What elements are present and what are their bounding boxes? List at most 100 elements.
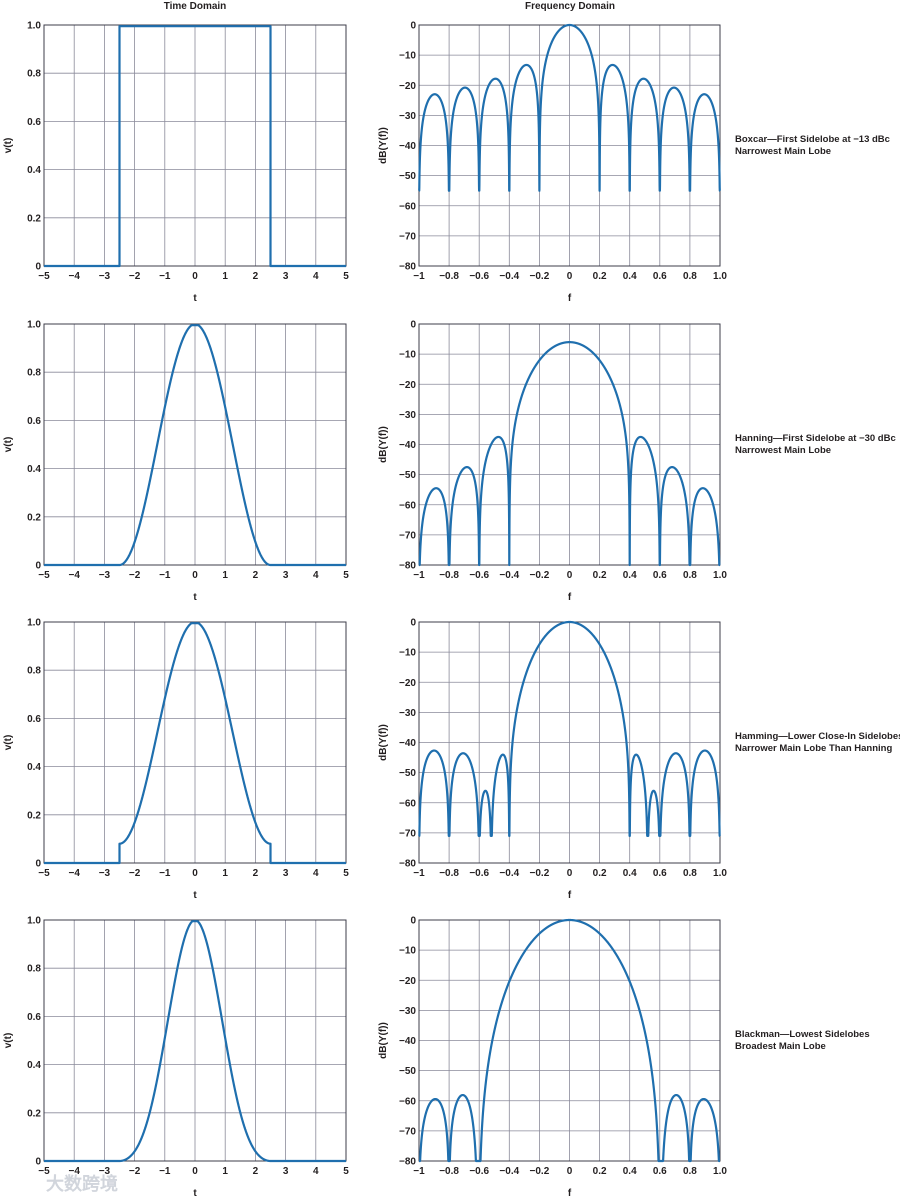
y-tick-label: 0.2 — [27, 1108, 41, 1119]
plot-frame — [43, 323, 347, 566]
x-tick-label: −4 — [68, 1166, 80, 1177]
x-tick-label: −1 — [413, 570, 425, 581]
x-tick-label: 0.4 — [623, 868, 637, 879]
x-tick-label: 1.0 — [713, 271, 727, 282]
frequency-plot-3: −1 −0.8 −0.6 −0.4 −0.2 0 0.2 0.4 0.6 0.8 1.0 0 −10 −2… — [378, 618, 900, 902]
watermark-text: 大数跨境 — [46, 1173, 118, 1194]
time-domain-header: Time Domain — [164, 1, 227, 12]
y-tick-label: −30 — [399, 708, 416, 719]
y-tick-label: −10 — [399, 350, 416, 361]
plot-frame — [43, 24, 347, 267]
x-tick-label: −0.8 — [439, 868, 459, 879]
x-tick-label: 5 — [343, 1166, 349, 1177]
x-tick-label: −0.8 — [439, 570, 459, 581]
y-tick-label: −60 — [399, 201, 416, 212]
x-tick-label: 0 — [192, 1166, 198, 1177]
panel-caption-line: Narrower Main Lobe Than Hanning — [735, 743, 892, 754]
y-tick-label: −50 — [399, 171, 416, 182]
x-tick-label: −2 — [129, 1166, 141, 1177]
x-tick-label: 0.4 — [623, 570, 637, 581]
x-tick-label: 0.8 — [683, 570, 697, 581]
y-tick-label: −60 — [399, 1096, 416, 1107]
x-tick-label: −3 — [99, 1166, 111, 1177]
y-tick-label: 0 — [35, 262, 41, 273]
y-tick-label: −40 — [399, 440, 416, 451]
x-tick-label: 4 — [313, 271, 319, 282]
x-tick-label: −4 — [68, 868, 80, 879]
time-plot-4: −5 −4 −3 −2 −1 0 1 2 3 4 5 0 0.2 0.4 0.6 0.8 1.0 t v(t) — [3, 916, 349, 1198]
panel-caption-line: Broadest Main Lobe — [735, 1041, 826, 1052]
x-axis-label: t — [193, 592, 197, 603]
x-tick-label: −0.6 — [469, 570, 489, 581]
time-plot-1: −5 −4 −3 −2 −1 0 1 2 3 4 5 0 0.2 0.4 0.6 0.8 1.0 t v(t) — [3, 21, 349, 305]
x-tick-label: −0.6 — [469, 868, 489, 879]
x-tick-label: −1 — [413, 1166, 425, 1177]
x-tick-label: 5 — [343, 868, 349, 879]
time-plot-3: −5 −4 −3 −2 −1 0 1 2 3 4 5 0 0.2 0.4 0.6 0.8 1.0 t v(t) — [3, 618, 349, 902]
x-tick-label: 0.2 — [593, 1166, 607, 1177]
y-tick-label: −50 — [399, 1066, 416, 1077]
y-tick-label: 0.4 — [27, 464, 41, 475]
x-tick-label: 0 — [567, 271, 573, 282]
y-tick-label: −10 — [399, 648, 416, 659]
x-tick-label: −0.2 — [530, 570, 550, 581]
x-tick-label: 0.6 — [653, 868, 667, 879]
y-tick-label: −80 — [399, 561, 416, 572]
frequency-domain-header: Frequency Domain — [525, 1, 615, 12]
x-axis-label: t — [193, 890, 197, 901]
y-tick-label: −80 — [399, 262, 416, 273]
x-axis-label: t — [193, 1188, 197, 1198]
x-tick-label: −2 — [129, 271, 141, 282]
x-tick-label: 3 — [283, 271, 289, 282]
x-axis-label: t — [193, 293, 197, 304]
y-tick-label: −40 — [399, 141, 416, 152]
x-tick-label: 0.8 — [683, 1166, 697, 1177]
y-tick-label: 1.0 — [27, 320, 41, 331]
y-tick-label: 0 — [35, 1157, 41, 1168]
y-tick-label: 0.2 — [27, 810, 41, 821]
x-tick-label: 0.6 — [653, 570, 667, 581]
x-tick-label: 0 — [192, 271, 198, 282]
x-axis-label: f — [568, 293, 572, 304]
y-axis-label: v(t) — [3, 138, 14, 154]
plot-frame — [43, 621, 347, 864]
x-tick-label: 2 — [253, 271, 259, 282]
x-tick-label: 0.4 — [623, 271, 637, 282]
y-tick-label: 0 — [410, 618, 416, 629]
x-axis-label: f — [568, 1188, 572, 1198]
y-tick-label: 0 — [410, 320, 416, 331]
y-tick-label: 0.6 — [27, 416, 41, 427]
x-tick-label: 0.8 — [683, 271, 697, 282]
y-axis-label: dB(Y(f)) — [378, 127, 389, 164]
x-tick-label: −5 — [38, 1166, 50, 1177]
y-tick-label: −70 — [399, 828, 416, 839]
y-tick-label: 0.8 — [27, 666, 41, 677]
x-tick-label: 0 — [567, 868, 573, 879]
x-tick-label: −0.6 — [469, 1166, 489, 1177]
spectrum-curve-hanning — [418, 341, 721, 567]
y-tick-label: −80 — [399, 1157, 416, 1168]
x-tick-label: 0.8 — [683, 868, 697, 879]
y-tick-label: −60 — [399, 798, 416, 809]
frequency-plot-2: −1 −0.8 −0.6 −0.4 −0.2 0 0.2 0.4 0.6 0.8 1.0 0 −10 −2… — [378, 320, 896, 604]
y-tick-label: 1.0 — [27, 916, 41, 927]
y-tick-label: −30 — [399, 1006, 416, 1017]
y-tick-label: 1.0 — [27, 618, 41, 629]
x-tick-label: −1 — [159, 271, 171, 282]
y-tick-label: 0.2 — [27, 512, 41, 523]
x-tick-label: −0.2 — [530, 1166, 550, 1177]
x-tick-label: −1 — [159, 1166, 171, 1177]
y-axis-label: v(t) — [3, 735, 14, 751]
y-tick-label: −30 — [399, 111, 416, 122]
x-tick-label: 0 — [567, 570, 573, 581]
y-tick-label: −80 — [399, 859, 416, 870]
y-tick-label: 0.6 — [27, 714, 41, 725]
x-tick-label: 5 — [343, 271, 349, 282]
y-axis-label: v(t) — [3, 1033, 14, 1049]
plot-frame — [418, 323, 721, 566]
y-tick-label: −20 — [399, 380, 416, 391]
x-tick-label: −5 — [38, 271, 50, 282]
x-tick-label: −0.6 — [469, 271, 489, 282]
y-tick-label: 1.0 — [27, 21, 41, 32]
x-tick-label: −0.4 — [499, 271, 519, 282]
